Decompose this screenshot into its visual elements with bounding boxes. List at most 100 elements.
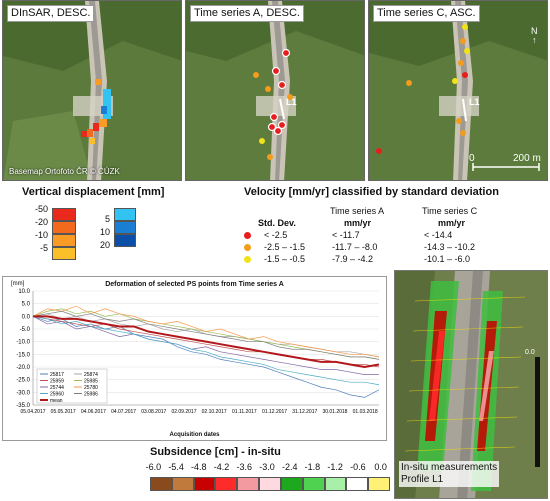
chart-xtick-label: 02.10.2017 xyxy=(202,409,227,415)
velocity-cell-a: < -11.7 xyxy=(332,230,360,240)
velocity-dot xyxy=(244,232,251,239)
dinsar-legend-label: -50 xyxy=(34,204,48,214)
subsidence-label: -4.2 xyxy=(213,462,230,472)
dinsar-legend-label: 20 xyxy=(99,240,110,250)
chart-legend-label: 25817 xyxy=(50,372,64,378)
subsidence-swatch xyxy=(324,477,347,491)
map-panel-series-c: Time series C, ASC. L1 0 200 m N ↑ xyxy=(368,0,548,181)
subsidence-swatch xyxy=(171,477,194,491)
subsidence-label: -5.4 xyxy=(168,462,184,472)
chart-ytick-label: -10.0 xyxy=(16,340,30,346)
subsidence-swatch xyxy=(259,477,281,491)
velocity-dot xyxy=(244,244,251,251)
dinsar-legend-swatch xyxy=(114,234,136,247)
velocity-dot xyxy=(244,256,251,263)
velocity-title: Velocity [mm/yr] classified by standard … xyxy=(244,186,499,198)
map-image-series-a xyxy=(186,1,364,180)
chart-legend-label: 25744 xyxy=(50,385,64,391)
subsidence-label: -0.6 xyxy=(350,462,366,472)
chart-legend-label: 25985 xyxy=(84,379,98,385)
subsidence-label: -1.2 xyxy=(327,462,343,472)
chart-xtick-label: 05.04.2017 xyxy=(20,409,45,415)
velocity-col-c: Time series C xyxy=(422,206,478,216)
chart-ytick-label: -20.0 xyxy=(16,365,30,371)
chart-series-line xyxy=(32,316,380,398)
chart-xtick-label: 04.06.2017 xyxy=(81,409,106,415)
velocity-cell-a: -11.7 – -8.0 xyxy=(332,242,378,252)
dinsar-legend-label: 10 xyxy=(99,227,110,237)
scale-bar-zero: 0 xyxy=(469,153,475,164)
map-panel-series-a: Time series A, DESC. L1 xyxy=(185,0,365,181)
deformation-chart: Deformation of selected PS points from T… xyxy=(2,276,387,441)
chart-xtick-label: 01.03.2018 xyxy=(353,409,378,415)
dinsar-legend-title: Vertical displacement [mm] xyxy=(22,186,165,198)
chart-xtick-label: 01.12.2017 xyxy=(262,409,287,415)
dinsar-legend-swatch xyxy=(52,234,76,247)
velocity-cell-std: < -2.5 xyxy=(264,230,288,240)
chart-plot: 10.0 5.0 0.0 -5.0 -10.0 -15.0 -20.0 -25.0 -30.0 -… xyxy=(16,289,380,415)
chart-xlabel: Acquisition dates xyxy=(169,432,220,438)
chart-xtick-label: 01.11.2017 xyxy=(232,409,257,415)
velocity-cell-std: -2.5 – -1.5 xyxy=(264,242,306,252)
chart-xtick-label: 03.08.2017 xyxy=(141,409,166,415)
chart-legend-label: 25986 xyxy=(84,392,98,398)
chart-xtick-label: 30.01.2018 xyxy=(322,409,347,415)
dinsar-legend-swatch xyxy=(52,221,76,234)
subsidence-swatch xyxy=(193,477,216,491)
dinsar-legend-swatch xyxy=(52,247,76,260)
dinsar-legend-label: -10 xyxy=(34,230,48,240)
velocity-unit-c: mm/yr xyxy=(438,218,466,228)
velocity-cell-c: -14.3 – -10.2 xyxy=(424,242,476,252)
velocity-col-a: Time series A xyxy=(330,206,385,216)
scale-bar-label: 200 m xyxy=(513,153,541,164)
velocity-cell-c: < -14.4 xyxy=(424,230,453,240)
map-label-series-a: Time series A, DESC. xyxy=(190,5,304,22)
chart-xtick-label: 04.07.2017 xyxy=(111,409,136,415)
dinsar-legend-swatch xyxy=(114,221,136,234)
dinsar-legend-label: 5 xyxy=(104,214,110,224)
subsidence-label: -3.6 xyxy=(236,462,253,472)
map-label-dinsar: DInSAR, DESC. xyxy=(7,5,95,22)
insitu-image xyxy=(395,271,547,498)
map-panel-dinsar: DInSAR, DESC. Basemap Ortofoto ČR © ČÚZK xyxy=(2,0,182,181)
insitu-caption-line2: Profile L1 xyxy=(401,474,444,485)
chart-title: Deformation of selected PS points from T… xyxy=(105,281,284,288)
subsidence-label: -6.0 xyxy=(145,462,162,472)
subsidence-title: Subsidence [cm] - in-situ xyxy=(150,446,281,458)
map-label-series-c: Time series C, ASC. xyxy=(373,5,480,22)
chart-legend-label: 25780 xyxy=(84,385,98,391)
chart-xtick-label: 02.09.2017 xyxy=(171,409,196,415)
chart-series-line xyxy=(33,315,380,369)
dinsar-legend-label: -5 xyxy=(39,243,48,253)
velocity-cell-c: -10.1 – -6.0 xyxy=(424,254,471,264)
subsidence-label: -2.4 xyxy=(281,462,298,472)
velocity-cell-a: -7.9 – -4.2 xyxy=(332,254,374,264)
subsidence-label: -3.0 xyxy=(259,462,275,472)
profile-label-a: L1 xyxy=(286,97,297,107)
chart-ytick-label: -25.0 xyxy=(16,378,30,384)
velocity-unit-a: mm/yr xyxy=(344,218,372,228)
north-label: N xyxy=(531,26,538,36)
subsidence-swatch xyxy=(237,477,260,491)
chart-series-line xyxy=(32,315,380,386)
dinsar-legend-label: -20 xyxy=(34,217,48,227)
chart-legend-label: mean xyxy=(50,398,63,404)
velocity-cell-std: -1.5 – -0.5 xyxy=(264,254,306,264)
chart-ytick-label: -30.0 xyxy=(16,390,30,396)
velocity-col-std: Std. Dev. xyxy=(258,218,296,228)
dinsar-legend-positive: 5 10 20 xyxy=(98,208,138,258)
subsidence-swatch xyxy=(215,477,238,491)
subsidence-swatch xyxy=(368,477,390,491)
subsidence-swatch xyxy=(346,477,369,491)
subsidence-label: -4.8 xyxy=(191,462,207,472)
chart-ytick-label: -5.0 xyxy=(20,327,31,333)
chart-ytick-label: 0.0 xyxy=(22,314,31,320)
profile-label-c: L1 xyxy=(469,97,480,107)
chart-series-line xyxy=(32,305,380,358)
subsidence-labels: -6.0 -5.4 -4.8 -4.2 -3.6 -3.0 -2.4 -1.8 -1.2 -0.6… xyxy=(142,462,392,474)
subsidence-label: -1.8 xyxy=(304,462,321,472)
chart-ytick-label: 5.0 xyxy=(22,302,31,308)
subsidence-bar xyxy=(150,477,390,491)
insitu-caption-line1: In-situ measurements xyxy=(401,462,498,473)
dinsar-legend-negative: -50 -20 -10 -5 xyxy=(32,204,82,264)
